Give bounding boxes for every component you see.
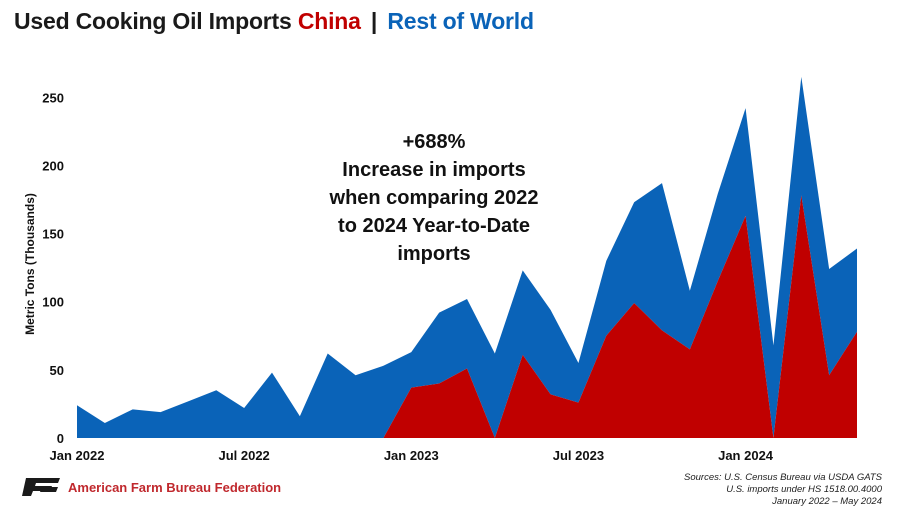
- sources-line-2: U.S. imports under HS 1518.00.4000: [726, 484, 882, 495]
- y-axis-label: Metric Tons (Thousands): [23, 193, 37, 335]
- x-tick-label: Jul 2022: [218, 448, 269, 463]
- x-tick-label: Jan 2023: [384, 448, 439, 463]
- x-tick-label: Jan 2022: [50, 448, 105, 463]
- annotation: +688% Increase in imports when comparing…: [300, 128, 568, 268]
- sources-note: Sources: U.S. Census Bureau via USDA GAT…: [684, 472, 882, 508]
- annotation-line-4: to 2024 Year-to-Date: [338, 215, 530, 237]
- sources-line-3: January 2022 – May 2024: [772, 496, 882, 507]
- annotation-line-5: imports: [397, 243, 471, 265]
- title-prefix: Used Cooking Oil Imports: [14, 8, 292, 34]
- y-tick-label: 100: [42, 295, 64, 310]
- y-tick-label: 200: [42, 158, 64, 173]
- fb-logo-icon: [22, 478, 60, 496]
- y-tick-label: 0: [57, 431, 64, 446]
- series-area-rest-of-world: [77, 76, 857, 438]
- title-china: China: [297, 8, 361, 34]
- x-tick-label: Jan 2024: [718, 448, 774, 463]
- y-tick-label: 150: [42, 227, 64, 242]
- sources-line-1: Sources: U.S. Census Bureau via USDA GAT…: [684, 472, 882, 483]
- annotation-line-1: +688%: [402, 131, 466, 153]
- y-tick-label: 250: [42, 90, 64, 105]
- annotation-line-2: Increase in imports: [342, 159, 526, 181]
- title-separator: |: [370, 8, 378, 34]
- annotation-line-3: when comparing 2022: [329, 187, 539, 209]
- title-rest-of-world: Rest of World: [387, 8, 534, 34]
- organization-name: American Farm Bureau Federation: [68, 479, 282, 495]
- y-tick-label: 50: [50, 363, 64, 378]
- chart-title: Used Cooking Oil Imports China | Rest of…: [14, 8, 534, 35]
- x-tick-label: Jul 2023: [553, 448, 604, 463]
- series-area-china: [77, 195, 857, 438]
- afbf-logo: American Farm Bureau Federation: [22, 478, 281, 496]
